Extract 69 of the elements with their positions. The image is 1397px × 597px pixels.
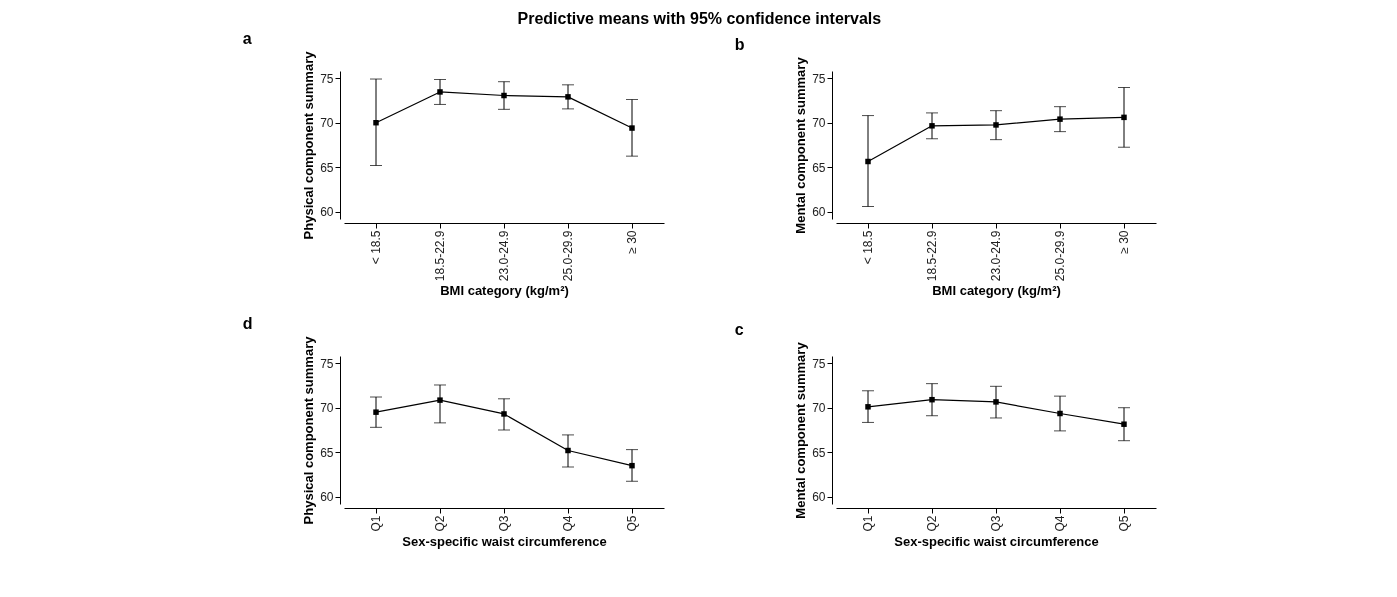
chart-subtitle: a <box>242 30 252 48</box>
point <box>1056 116 1063 122</box>
point <box>1120 114 1127 121</box>
y-axis-title: Physical component summary <box>300 335 316 525</box>
chart-subtitle: b <box>734 35 745 53</box>
y-tick-label: 60 <box>811 205 826 220</box>
point <box>436 397 443 403</box>
point <box>928 123 935 129</box>
y-tick-label: 70 <box>811 401 826 416</box>
x-tick-label: Q1 <box>860 515 875 532</box>
y-axis-title: Mental component summary <box>792 341 808 519</box>
x-tick-label: Q1 <box>368 515 383 532</box>
point <box>564 94 571 100</box>
chart-subtitle: c <box>734 320 744 338</box>
x-axis-title: Sex-specific waist circumference <box>401 533 607 549</box>
text: Predictive means with 95% confidence intervals <box>516 10 881 28</box>
x-tick-label: ≥ 30 <box>1116 230 1131 254</box>
y-tick-label: 75 <box>319 356 334 371</box>
y-tick-label: 75 <box>811 356 826 371</box>
point <box>864 404 871 410</box>
x-tick-label: Q5 <box>1116 515 1131 532</box>
x-tick-label: Q5 <box>624 515 639 532</box>
point <box>564 447 571 454</box>
x-tick-label: Q4 <box>560 515 575 532</box>
point <box>928 396 935 403</box>
y-axis-title: Physical component summary <box>300 50 316 240</box>
point <box>1120 421 1127 427</box>
x-tick-label: ≥ 30 <box>624 230 639 254</box>
x-tick-label: < 18.5 <box>368 230 383 265</box>
point <box>992 399 999 405</box>
x-tick-label: Q2 <box>924 515 939 532</box>
point <box>628 462 635 469</box>
y-tick-label: 70 <box>811 116 826 131</box>
y-tick-label: 65 <box>319 160 334 175</box>
x-tick-label: Q3 <box>496 515 511 532</box>
y-tick-label: 65 <box>811 160 826 175</box>
chart-subtitle: d <box>242 315 252 333</box>
y-tick-label: 70 <box>319 116 334 131</box>
point <box>864 158 871 165</box>
x-tick-label: < 18.5 <box>860 230 875 265</box>
x-tick-label: 25.0-29.9 <box>560 230 575 282</box>
point <box>500 92 507 99</box>
x-tick-label: Q2 <box>432 515 447 532</box>
y-tick-label: 60 <box>319 490 334 505</box>
x-tick-label: Q3 <box>988 515 1003 532</box>
point <box>436 89 443 95</box>
x-tick-label: 23.0-24.9 <box>988 230 1003 282</box>
y-tick-label: 75 <box>319 71 334 86</box>
x-axis-title: BMI category (kg/m²) <box>439 283 569 299</box>
y-tick-label: 70 <box>319 401 334 416</box>
y-tick-label: 60 <box>811 490 826 505</box>
y-tick-label: 75 <box>811 71 826 86</box>
point <box>1056 410 1063 417</box>
x-axis-title: BMI category (kg/m²) <box>931 283 1061 299</box>
y-axis-title: Mental component summary <box>792 56 808 234</box>
point <box>628 125 635 131</box>
x-tick-label: 18.5-22.9 <box>432 230 447 282</box>
x-tick-label: 23.0-24.9 <box>496 230 511 282</box>
x-tick-label: 25.0-29.9 <box>1052 230 1067 282</box>
point <box>992 122 999 128</box>
y-tick-label: 60 <box>319 205 334 220</box>
x-tick-label: 18.5-22.9 <box>924 230 939 282</box>
point <box>372 119 379 126</box>
x-tick-label: Q4 <box>1052 515 1067 532</box>
point <box>372 409 379 415</box>
y-tick-label: 65 <box>319 445 334 460</box>
y-tick-label: 65 <box>811 445 826 460</box>
x-axis-title: Sex-specific waist circumference <box>893 533 1099 549</box>
point <box>500 411 507 417</box>
